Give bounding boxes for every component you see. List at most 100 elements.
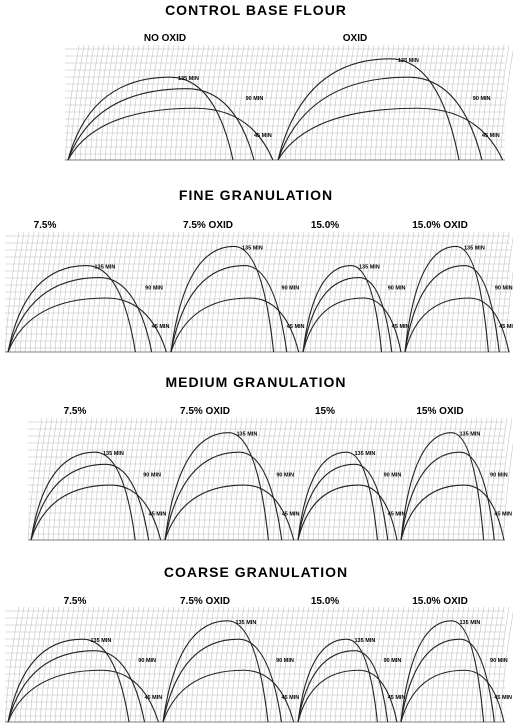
paper-arc — [280, 607, 294, 722]
curve-label: 135 MIN — [464, 245, 485, 251]
paper-arc — [388, 418, 402, 540]
paper-arc — [35, 607, 49, 722]
figure: CONTROL BASE FLOURNO OXID135 MIN90 MIN45… — [0, 0, 513, 725]
curve-label: 135 MIN — [95, 265, 116, 271]
curve-label: 135 MIN — [236, 620, 257, 626]
paper-arc — [258, 418, 272, 540]
paper-arc — [413, 418, 427, 540]
panel-label: 7.5% — [34, 220, 57, 231]
paper-arc — [240, 45, 254, 160]
curve-label: 135 MIN — [359, 265, 380, 271]
curve-label: 135 MIN — [237, 432, 258, 438]
paper-arc — [155, 45, 169, 160]
curve-label: 135 MIN — [178, 76, 199, 82]
paper-arc — [250, 45, 264, 160]
paper-arc — [140, 45, 154, 160]
curve-label: 45 MIN — [149, 512, 167, 518]
curve-label: 135 MIN — [398, 58, 419, 64]
paper-arc — [40, 607, 54, 722]
paper-arc — [193, 418, 207, 540]
paper-arc — [333, 418, 347, 540]
curve-label: 135 MIN — [460, 432, 481, 438]
paper-arc — [245, 45, 259, 160]
paper-arc — [398, 418, 412, 540]
paper-arc — [335, 45, 349, 160]
paper-arc — [340, 45, 354, 160]
paper-arc — [65, 607, 79, 722]
paper-arc — [38, 418, 52, 540]
paper-arc — [260, 45, 274, 160]
paper-arc — [80, 607, 94, 722]
paper-arc — [120, 45, 134, 160]
paper-arc — [445, 607, 459, 722]
panel-label: 7.5% — [64, 596, 87, 607]
paper-arc — [213, 418, 227, 540]
extensogram-curve — [8, 651, 145, 722]
chart-paper — [65, 45, 513, 160]
paper-arc — [128, 418, 142, 540]
paper-arc — [375, 607, 389, 722]
paper-arc — [103, 418, 117, 540]
extensogram-curve — [31, 485, 161, 540]
paper-arc — [83, 418, 97, 540]
paper-arc — [195, 607, 209, 722]
paper-arc — [88, 418, 102, 540]
paper-arc — [385, 45, 399, 160]
paper-arc — [70, 45, 84, 160]
paper-arc — [443, 418, 457, 540]
section-title: COARSE GRANULATION — [164, 564, 348, 580]
paper-arc — [345, 45, 359, 160]
paper-arc — [270, 45, 284, 160]
paper-arc — [348, 418, 362, 540]
curve-label: 90 MIN — [145, 286, 163, 292]
paper-arc — [270, 607, 284, 722]
paper-arc — [353, 418, 367, 540]
paper-arc — [90, 45, 104, 160]
paper-arc — [268, 418, 282, 540]
paper-arc — [100, 607, 114, 722]
paper-arc — [165, 45, 179, 160]
paper-arc — [105, 45, 119, 160]
paper-arc — [230, 45, 244, 160]
paper-arc — [190, 607, 204, 722]
paper-arc — [78, 418, 92, 540]
extensogram-curve — [401, 639, 494, 722]
panel-label: 15.0% OXID — [412, 596, 468, 607]
panel-label: 7.5% OXID — [183, 220, 233, 231]
paper-arc — [393, 418, 407, 540]
paper-arc — [68, 418, 82, 540]
paper-arc — [365, 45, 379, 160]
curve-label: 45 MIN — [494, 695, 512, 701]
paper-arc — [325, 45, 339, 160]
panel-label: 15.0% — [311, 596, 339, 607]
paper-arc — [95, 45, 109, 160]
paper-arc — [315, 45, 329, 160]
paper-arc — [185, 607, 199, 722]
paper-arc — [418, 418, 432, 540]
paper-arc — [423, 418, 437, 540]
extensogram-curve — [401, 670, 504, 722]
paper-arc — [170, 45, 184, 160]
paper-arc — [235, 45, 249, 160]
paper-arc — [340, 607, 354, 722]
panel-label: OXID — [343, 33, 367, 44]
section-title: CONTROL BASE FLOUR — [165, 2, 347, 18]
paper-arc — [345, 607, 359, 722]
curve-label: 90 MIN — [490, 473, 508, 479]
extensogram-curve — [68, 77, 233, 160]
paper-arc — [380, 45, 394, 160]
curve-label: 45 MIN — [254, 133, 272, 139]
curve-label: 45 MIN — [388, 512, 406, 518]
paper-arc — [113, 418, 127, 540]
paper-arc — [433, 418, 447, 540]
paper-arc — [283, 418, 297, 540]
paper-arc — [85, 607, 99, 722]
paper-arc — [370, 45, 384, 160]
paper-arc — [275, 45, 289, 160]
paper-arc — [375, 45, 389, 160]
paper-arc — [323, 418, 337, 540]
curve-label: 45 MIN — [287, 324, 305, 330]
paper-arc — [328, 418, 342, 540]
paper-arc — [438, 418, 452, 540]
curve-label: 135 MIN — [355, 638, 376, 644]
